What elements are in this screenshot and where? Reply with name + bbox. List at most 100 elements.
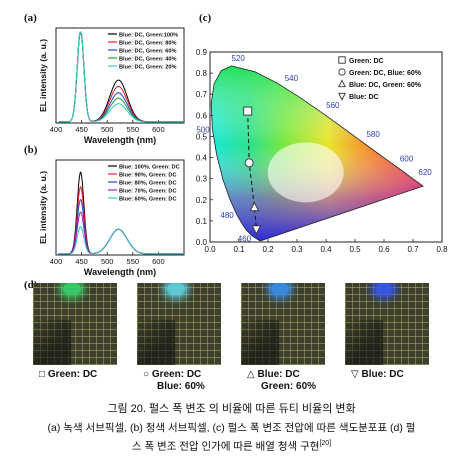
cie-data-point <box>251 225 262 235</box>
legend-symbol: ▽ <box>351 369 362 380</box>
chart-b-xtick-label: 400 <box>50 257 63 266</box>
cie-ytick-label: 0.6 <box>196 111 208 120</box>
cie-wavelength-label: 560 <box>326 101 340 110</box>
caption-line-1: Green: DC <box>151 369 202 380</box>
figure-caption-body-2-text: 스 폭 변조 전압 인가에 따른 배열 청색 구현 <box>131 440 320 453</box>
figure-caption-title: 그림 20. 펄스 폭 변조 의 비율에 따른 듀티 비율의 변화 <box>107 403 356 415</box>
cie-data-point <box>244 158 254 168</box>
shadow-region <box>345 319 383 365</box>
array-photo-3 <box>241 283 325 365</box>
cie-xtick-label: 0.2 <box>262 245 274 254</box>
cie-ytick-label: 0.5 <box>196 132 208 141</box>
cie-ytick-label: 0.7 <box>196 90 208 99</box>
chart-a-xtick-label: 450 <box>75 125 88 134</box>
shadow-region <box>241 319 279 365</box>
cie-ytick-label: 0.1 <box>196 217 208 226</box>
cie-xtick-label: 0.4 <box>320 245 332 254</box>
emission-spot <box>271 283 289 295</box>
cie-xtick-label: 0.1 <box>233 245 245 254</box>
cie-ytick-label: 0.2 <box>196 196 208 205</box>
cie-wavelength-label: 500 <box>196 125 210 134</box>
chart-a-legend-label: Blue: DC, Green: 40% <box>119 56 177 62</box>
cie-legend-marker <box>338 68 346 76</box>
cie-legend-marker <box>338 79 346 88</box>
panel-c-label: (c) <box>199 12 212 24</box>
chart-a-legend-label: Blue: DC, Green: 80% <box>119 40 177 46</box>
panel-d-array-images: □ Green: DC ○ Green: DC Blue: 60% △ Blue: D… <box>33 283 429 392</box>
panel-a-label: (a) <box>24 12 37 24</box>
cie-legend-label: Blue: DC, Green: 60% <box>349 82 422 89</box>
chart-b-plot-frame <box>55 159 185 256</box>
cie-wavelength-label: 540 <box>285 74 299 83</box>
chart-b-legend-label: Blue: 60%, Green: DC <box>119 196 177 202</box>
caption-line-1: Green: DC <box>47 369 98 380</box>
chart-b-series-line <box>58 226 183 255</box>
figure-caption-body-2: 스 폭 변조 전압 인가에 따른 배열 청색 구현[20] <box>0 436 463 455</box>
legend-symbol: ○ <box>143 369 152 380</box>
cie-legend-label: Green: DC <box>349 58 384 65</box>
figure-caption-ref: [20] <box>319 440 332 447</box>
chart-b-legend-label: Blue: 90%, Green: DC <box>119 172 177 178</box>
chart-a-xtick-label: 500 <box>101 125 114 134</box>
caption-line-1: Blue: DC <box>257 369 300 380</box>
legend-symbol: □ <box>39 369 48 380</box>
cie-xtick-label: 0.5 <box>349 245 361 254</box>
array-caption-2: ○ Green: DC Blue: 60% <box>143 369 205 393</box>
figure-caption-body-1: (a) 녹색 서브픽셀, (b) 청색 서브픽셀, (c) 펄스 폭 변조 전압… <box>47 422 416 434</box>
cie-data-point <box>249 201 260 212</box>
panel-b-label: (b) <box>24 144 38 156</box>
cie-wavelength-label: 460 <box>238 235 252 244</box>
cie-ytick-label: 0.8 <box>196 69 208 78</box>
cie-xtick-label: 0.6 <box>378 245 390 254</box>
chart-a-xtick-label: 550 <box>127 125 140 134</box>
caption-line-2: Green: 60% <box>261 381 317 392</box>
caption-line-1: Blue: DC <box>361 369 404 380</box>
cie-xtick-label: 0.8 <box>436 245 448 254</box>
chart-a-legend-label: Blue: DC, Green:100% <box>119 32 178 38</box>
array-caption-1: □ Green: DC <box>39 369 97 381</box>
cie-legend-marker <box>338 92 346 101</box>
cie-ytick-label: 0.3 <box>196 175 208 184</box>
cie-locus-outline <box>210 65 424 242</box>
cie-legend-marker <box>338 56 346 64</box>
chart-b-legend-label: Blue: 70%, Green: DC <box>119 188 177 194</box>
shadow-region <box>33 319 71 365</box>
array-photo-4 <box>345 283 429 365</box>
chart-b-xlabel: Wavelength (nm) <box>84 267 156 277</box>
chart-c-cie-diagram: 0.0 0.1 0.2 0.3 0.4 0.5 0.6 0.7 0.8 0.0 0.1 0.2 0.3 0… <box>196 48 448 254</box>
chart-a-plot-frame <box>55 27 185 124</box>
chart-b-legend-label: Blue: 100%, Green: DC <box>119 164 180 170</box>
emission-spot <box>167 283 185 295</box>
chart-a-legend-label: Blue: DC, Green: 60% <box>119 48 177 54</box>
emission-spot <box>375 283 393 295</box>
chart-b-xtick-label: 500 <box>101 257 114 266</box>
array-caption-4: ▽ Blue: DC <box>351 369 404 381</box>
cie-wavelength-label: 600 <box>400 154 414 163</box>
cie-xtick-label: 0.7 <box>407 245 419 254</box>
cie-xtick-label: 0.3 <box>291 245 303 254</box>
chart-a-xtick-label: 400 <box>50 125 63 134</box>
caption-line-2: Blue: 60% <box>157 381 205 392</box>
cie-legend-label: Green: DC, Blue: 60% <box>349 70 422 77</box>
cie-ytick-label: 0.4 <box>196 154 208 163</box>
cie-wavelength-label: 520 <box>231 54 245 63</box>
chart-b-xtick-label: 550 <box>127 257 140 266</box>
cie-whitepoint-glow <box>267 142 344 203</box>
shadow-region <box>137 319 175 365</box>
legend-symbol: △ <box>247 369 258 380</box>
chart-a-xtick-label: 600 <box>152 125 165 134</box>
chart-a-legend-label: Blue: DC, Green: 20% <box>119 64 177 70</box>
chart-b-ylabel: EL intensity (a. u.) <box>38 171 48 244</box>
cie-wavelength-label: 480 <box>220 211 234 220</box>
array-photo-1 <box>33 283 117 365</box>
cie-ytick-label: 0.0 <box>196 238 208 247</box>
chart-a-series-line <box>58 31 183 123</box>
array-caption-3: △ Blue: DC Green: 60% <box>247 369 316 393</box>
cie-ytick-label: 0.9 <box>196 48 208 57</box>
cie-trend-line <box>247 111 257 230</box>
chart-a-ylabel: EL intensity (a. u.) <box>38 39 48 112</box>
chart-b-xtick-label: 600 <box>152 257 165 266</box>
chart-a-xlabel: Wavelength (nm) <box>84 135 156 145</box>
